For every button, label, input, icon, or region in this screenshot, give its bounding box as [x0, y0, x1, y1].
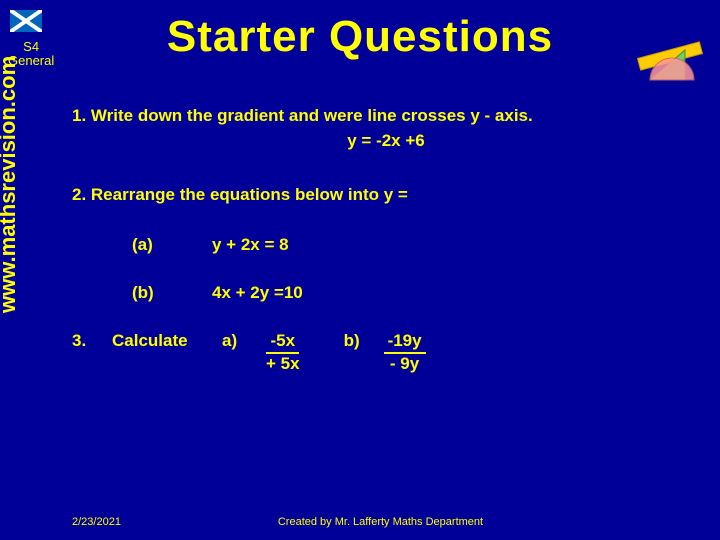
q2-part-a: (a) y + 2x = 8 — [132, 235, 700, 255]
q2-part-b: (b) 4x + 2y =10 — [132, 283, 700, 303]
q3-num: 3. — [72, 331, 112, 351]
footer-credit: Created by Mr. Lafferty Maths Department — [278, 516, 483, 528]
q3-part-b: b) -19y - 9y — [344, 331, 426, 374]
q1-equation: y = -2x +6 — [72, 131, 700, 151]
q2b-label: (b) — [132, 283, 212, 303]
q3b-bot: - 9y — [386, 354, 423, 374]
q3b-label: b) — [344, 331, 384, 351]
q3-label: Calculate — [112, 331, 222, 351]
question-2: 2. Rearrange the equations below into y … — [72, 185, 700, 205]
q2a-eq: y + 2x = 8 — [212, 235, 289, 255]
q3b-fraction: -19y - 9y — [384, 331, 426, 374]
q3-part-a: a) -5x + 5x — [222, 331, 304, 374]
q2-parts: (a) y + 2x = 8 (b) 4x + 2y =10 — [132, 235, 700, 303]
sidebar-url: www.mathsrevision.com — [0, 56, 21, 313]
footer-date: 2/23/2021 — [72, 516, 121, 528]
page-title: Starter Questions — [0, 0, 720, 62]
question-1: 1. Write down the gradient and were line… — [72, 102, 700, 129]
scotland-flag-icon — [10, 10, 42, 32]
content-area: 1. Write down the gradient and were line… — [72, 102, 700, 374]
q2b-eq: 4x + 2y =10 — [212, 283, 303, 303]
q3b-top: -19y — [384, 331, 426, 353]
level-line1: S4 — [8, 40, 54, 54]
math-tools-icon — [630, 30, 710, 90]
q3a-label: a) — [222, 331, 262, 351]
q1-text: 1. Write down the gradient and were line… — [72, 106, 533, 125]
question-3: 3. Calculate a) -5x + 5x b) -19y - 9y — [72, 331, 700, 374]
q2a-label: (a) — [132, 235, 212, 255]
q3a-bot: + 5x — [262, 354, 304, 374]
footer: 2/23/2021 Created by Mr. Lafferty Maths … — [72, 516, 700, 528]
q3a-top: -5x — [266, 331, 299, 353]
q3a-fraction: -5x + 5x — [262, 331, 304, 374]
